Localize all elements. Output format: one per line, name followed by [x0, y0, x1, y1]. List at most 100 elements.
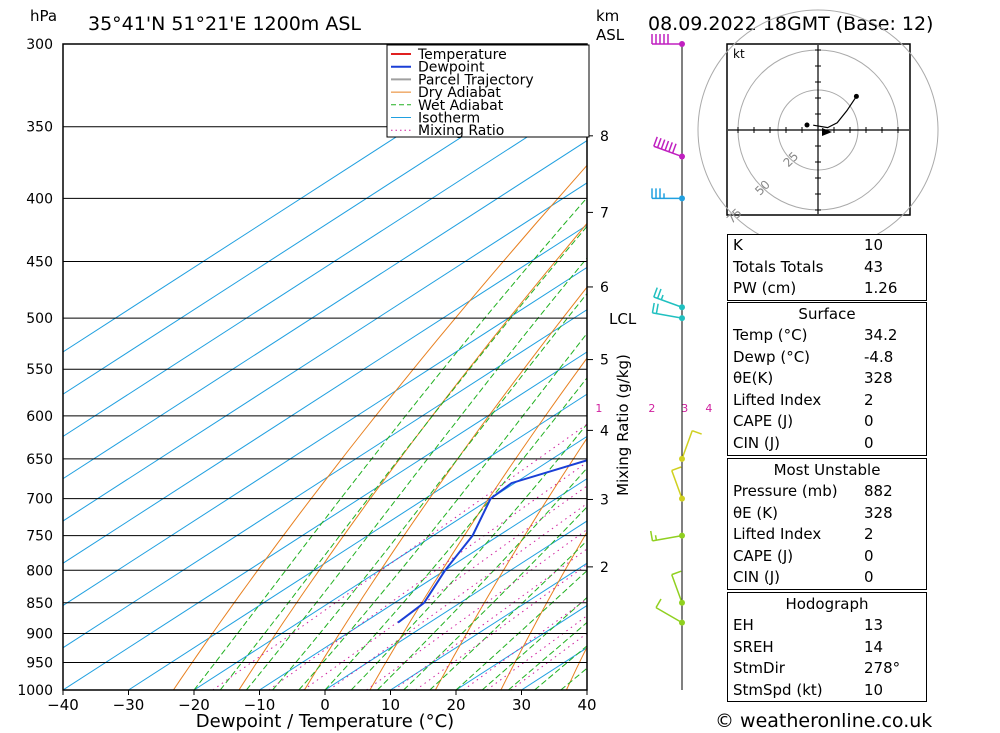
- plot-frame: [62, 43, 588, 691]
- wind-barb: [653, 287, 685, 311]
- dry-adiabat-line: [238, 222, 587, 690]
- legend-entry: Dry Adiabat: [418, 85, 501, 101]
- hodograph-unit: kt: [733, 47, 745, 61]
- isotherm-line: [324, 520, 587, 690]
- wind-barb-staff: [653, 145, 683, 158]
- wind-barb-staff: [655, 606, 683, 624]
- height-axis: 2 3 4 5 6 7 8: [587, 129, 609, 576]
- surface-table: Surface Temp (°C) 34.2 Dewp (°C) -4.8 θE(K…: [727, 302, 927, 456]
- surface-title: Surface: [798, 305, 856, 323]
- pressure-tick-label: 950: [26, 655, 53, 671]
- mu-row: Lifted Index 2: [733, 525, 874, 544]
- footer-credit[interactable]: © weatheronline.co.uk: [715, 710, 933, 732]
- hodograph-table: Hodograph EH 13 SREH 14 StmDir 278° StmSpd …: [727, 592, 927, 703]
- dewpoint-line: [397, 459, 587, 624]
- isotherm-line: [63, 309, 587, 649]
- hodo-row: SREH 14: [733, 637, 884, 656]
- wind-barb-staff: [671, 574, 683, 604]
- wind-barb-staff: [652, 312, 683, 319]
- wind-barb: [671, 466, 685, 502]
- dry-adiabat-line: [959, 44, 1000, 690]
- x-tick-label: 0: [320, 696, 330, 714]
- wet-adiabat-line: [193, 197, 587, 690]
- x-tick-label: 40: [577, 696, 596, 714]
- most-unstable-title: Most Unstable: [773, 461, 881, 479]
- x-tick-label: −30: [113, 696, 145, 714]
- x-tick-label: 30: [512, 696, 531, 714]
- isobars: [63, 43, 587, 691]
- profiles: [397, 459, 587, 624]
- pressure-tick-label: 700: [26, 492, 53, 508]
- wind-barb-flag: [671, 466, 682, 472]
- legend-entry: Wet Adiabat: [418, 98, 504, 114]
- isotherm-line: [63, 266, 587, 607]
- x-tick-label: −20: [178, 696, 210, 714]
- isotherm-line: [63, 55, 587, 395]
- axis-labels: 3003504004505005506006507007508008509009…: [17, 37, 596, 714]
- wind-barb-flag: [664, 140, 670, 151]
- pressure-tick-label: 400: [26, 191, 53, 207]
- isotherm-line: [63, 224, 587, 564]
- mu-row: Pressure (mb) 882: [733, 482, 893, 500]
- mixing-ratio-label: 1: [595, 402, 602, 415]
- wind-barb: [651, 188, 685, 202]
- wind-barb: [671, 570, 685, 606]
- x-axis-label: Dewpoint / Temperature (°C): [196, 711, 454, 732]
- x-tick-label: −10: [244, 696, 276, 714]
- pressure-tick-label: 650: [26, 452, 53, 468]
- mixing-ratio-line: [393, 548, 587, 690]
- mu-row: CAPE (J) 0: [733, 546, 874, 565]
- mixing-ratio-label: 3: [681, 402, 688, 415]
- mixing-axis-label: Mixing Ratio (g/kg): [614, 354, 632, 496]
- wind-barb-flag: [656, 288, 662, 299]
- isotherm-line: [390, 562, 587, 690]
- wet-adiabat-line: [455, 569, 587, 690]
- wind-barb-flag: [655, 303, 659, 314]
- wind-barb-staff: [653, 296, 683, 308]
- height-tick-label: 7: [600, 205, 609, 221]
- height-unit-top: km: [596, 7, 619, 25]
- pressure-tick-label: 850: [26, 596, 53, 612]
- height-tick-label: 4: [600, 423, 609, 439]
- wind-barb-flag: [660, 294, 664, 300]
- wet-adiabat-line: [377, 467, 587, 690]
- surface-row: CAPE (J) 0: [733, 412, 874, 431]
- most-unstable-table: Most Unstable Pressure (mb) 882 θE (K) 328…: [727, 458, 927, 590]
- pressure-tick-label: 1000: [17, 683, 53, 699]
- isotherm-line: [63, 44, 541, 353]
- wind-barb-staff: [671, 470, 683, 499]
- hodo-row: EH 13: [733, 616, 884, 634]
- legend-entry: Mixing Ratio: [418, 123, 504, 139]
- hodograph-title: Hodograph: [785, 595, 869, 613]
- height-tick-label: 5: [600, 353, 609, 369]
- isotherm-line: [63, 140, 587, 480]
- wind-barb: [655, 598, 685, 626]
- surface-row: θE(K) 328: [733, 369, 893, 388]
- pressure-tick-label: 550: [26, 362, 53, 378]
- wind-barb-flag: [671, 143, 677, 154]
- dry-adiabat-line: [500, 531, 587, 690]
- wind-barb-flag: [655, 598, 662, 609]
- general-indices-table: K 10 Totals Totals 43 PW (cm) 1.26: [727, 234, 927, 301]
- height-unit-bottom: ASL: [596, 26, 625, 44]
- wet-adiabat-line: [508, 621, 587, 690]
- dry-adiabat-line: [303, 286, 587, 690]
- pressure-tick-label: 500: [26, 311, 53, 327]
- wind-barb: [651, 302, 685, 322]
- wind-barb: [649, 530, 685, 542]
- pressure-tick-label: 450: [26, 255, 53, 271]
- pressure-tick-label: 300: [26, 37, 53, 53]
- index-row-pw: PW (cm) 1.26: [733, 279, 898, 298]
- pressure-tick-label: 350: [26, 120, 53, 136]
- legend-entry: Temperature: [417, 47, 507, 63]
- wind-profile: [649, 34, 702, 690]
- wind-barb-flag: [651, 302, 655, 314]
- x-tick-label: 10: [381, 696, 400, 714]
- legend-entry: Isotherm: [418, 111, 480, 127]
- wind-barb-flag: [660, 139, 666, 150]
- height-tick-label: 8: [600, 129, 609, 145]
- wind-barb: [651, 34, 685, 47]
- wind-barb-flag: [653, 287, 658, 298]
- wind-barb-flag: [649, 530, 654, 541]
